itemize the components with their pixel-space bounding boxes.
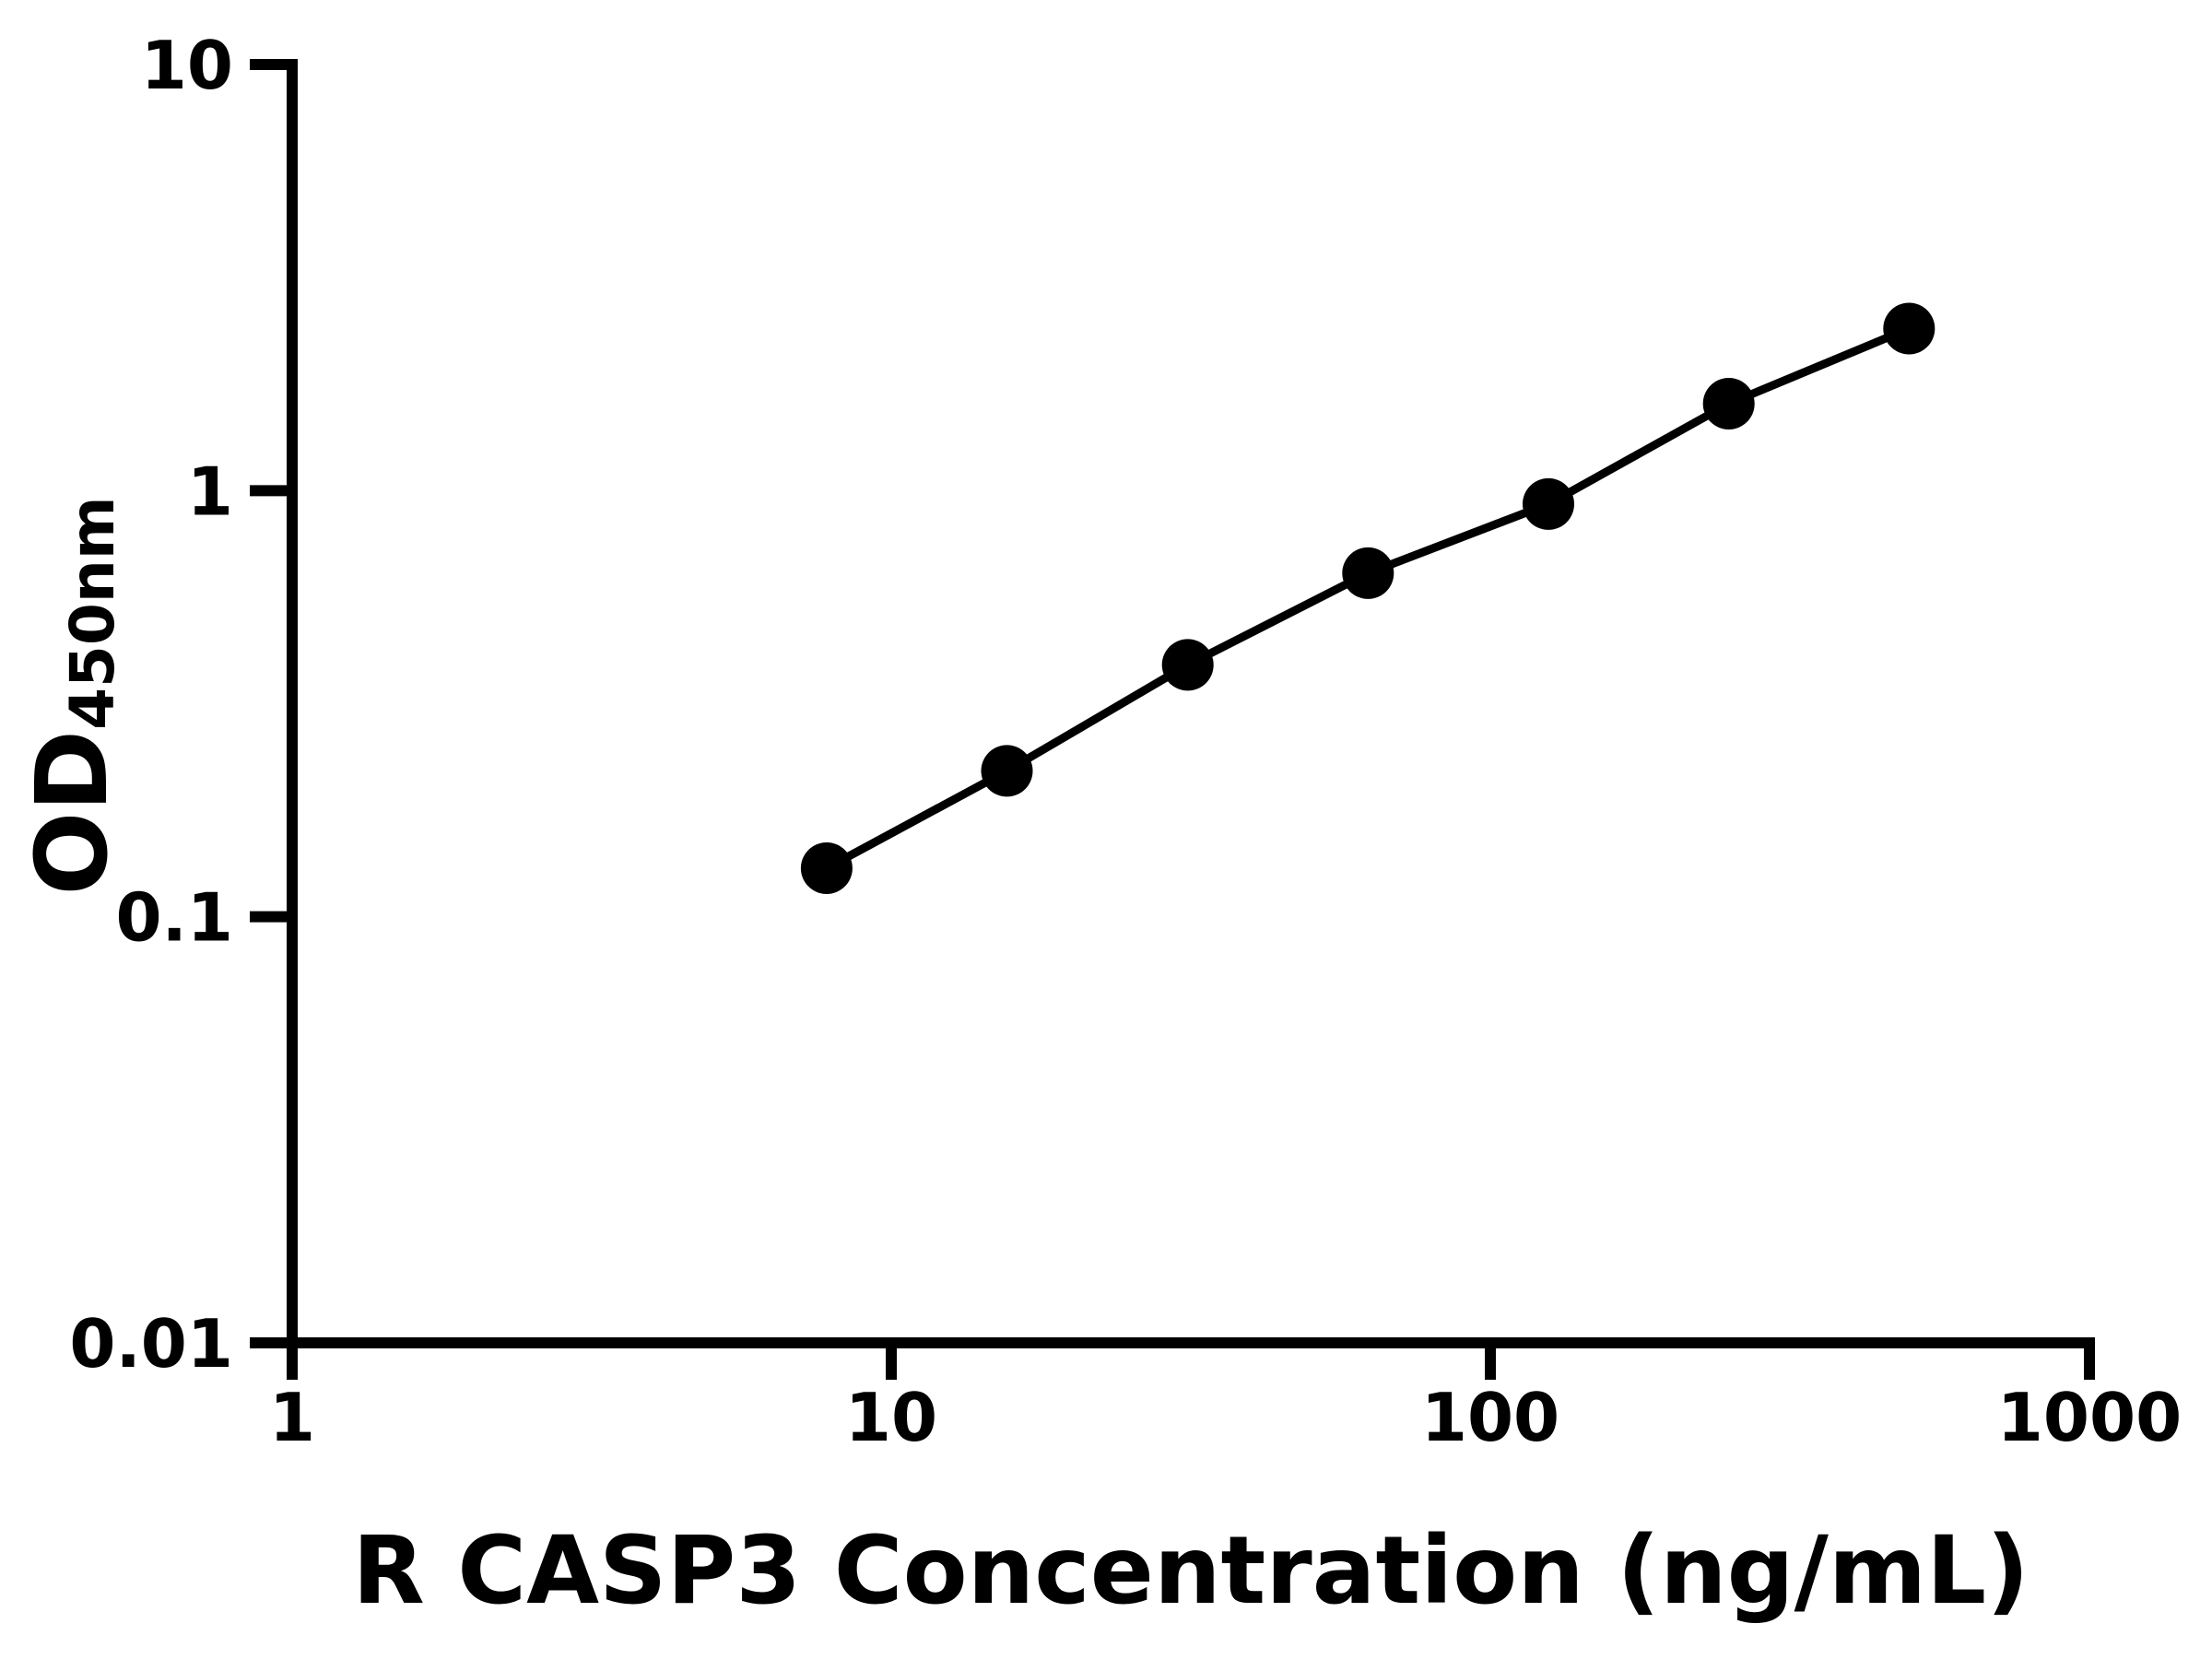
- y-tick-label-10: 10: [141, 27, 233, 104]
- ticks: [250, 59, 2095, 1380]
- axes: [287, 59, 2095, 1348]
- data-point-7: [1883, 302, 1936, 355]
- y-tick-label-1: 1: [187, 453, 233, 530]
- y-axis-title-sub: 450nm: [57, 496, 128, 730]
- x-axis-title: R CASP3 Concentration (ng/mL): [352, 1516, 2030, 1626]
- x-tick-label-100: 100: [1421, 1379, 1559, 1456]
- data-point-3: [1161, 639, 1214, 691]
- y-tick-label-0.1: 0.1: [115, 879, 233, 957]
- data-series: [800, 302, 1936, 894]
- tick-labels: 10 1 0.1 0.01 1 10 100 1000: [69, 27, 2182, 1456]
- data-point-6: [1702, 378, 1755, 429]
- y-axis-title-main: OD: [16, 730, 130, 896]
- x-tick-label-1: 1: [269, 1379, 315, 1456]
- axis-frame: [287, 59, 2095, 1348]
- data-point-1: [800, 842, 853, 894]
- data-point-5: [1523, 477, 1574, 530]
- data-point-2: [981, 745, 1033, 797]
- y-tick-label-0.01: 0.01: [69, 1305, 233, 1382]
- y-axis-title: OD450nm: [16, 496, 130, 895]
- x-tick-label-10: 10: [845, 1379, 937, 1456]
- data-point-4: [1342, 547, 1394, 599]
- x-tick-label-1000: 1000: [1997, 1379, 2182, 1456]
